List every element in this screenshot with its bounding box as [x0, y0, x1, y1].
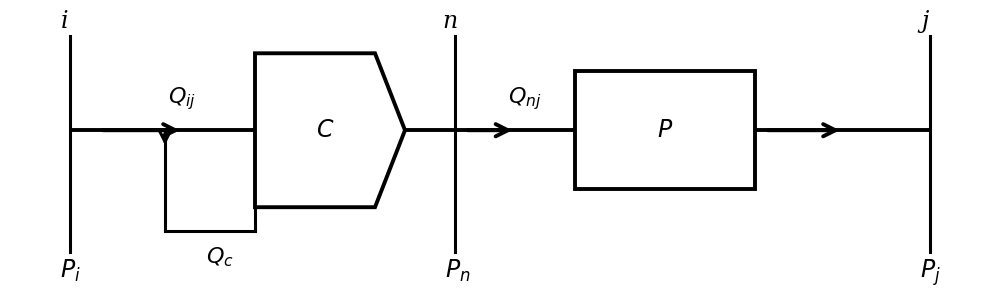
Text: $Q_{nj}$: $Q_{nj}$ [508, 86, 542, 112]
Text: n: n [442, 9, 458, 33]
Polygon shape [255, 53, 405, 207]
Text: j: j [921, 9, 929, 33]
Text: $Q_{ij}$: $Q_{ij}$ [168, 86, 197, 112]
Text: $Q_c$: $Q_c$ [206, 246, 234, 269]
Text: $P_n$: $P_n$ [445, 258, 471, 284]
Text: $P$: $P$ [657, 119, 673, 142]
Text: i: i [61, 9, 69, 33]
Text: $C$: $C$ [316, 119, 334, 142]
Text: $P_i$: $P_i$ [60, 258, 81, 284]
Text: $P_j$: $P_j$ [920, 258, 941, 288]
Bar [575, 71, 755, 189]
